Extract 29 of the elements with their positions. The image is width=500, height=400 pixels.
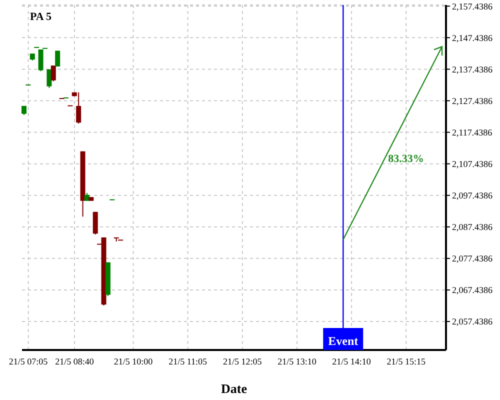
- x-tick-label: 21/5 13:10: [278, 356, 317, 366]
- y-tick-label: 2,057.4386: [452, 316, 493, 327]
- candlestick: [76, 92, 82, 124]
- y-tick-label: 2,067.4386: [452, 285, 493, 296]
- x-tick-label: 21/5 11:05: [168, 356, 208, 366]
- y-tick-label: 2,107.4386: [452, 159, 493, 170]
- candlestick: [46, 68, 52, 88]
- x-axis-title: Date: [221, 381, 248, 396]
- y-tick-label: 2,127.4386: [452, 96, 493, 106]
- y-tick-label: 2,147.4386: [452, 32, 493, 43]
- x-tick-label: 21/5 12:05: [223, 356, 262, 366]
- x-tick-label: 21/5 10:00: [114, 356, 154, 366]
- y-tick-label: 2,117.4386: [452, 127, 493, 138]
- y-tick-label: 2,077.4386: [452, 254, 493, 264]
- candlestick: [92, 211, 98, 236]
- x-tick-label: 21/5 14:10: [332, 356, 372, 366]
- text: PA 5: [30, 11, 52, 23]
- candlestick: [50, 65, 56, 82]
- candlestick: [38, 48, 44, 72]
- annotation: Event: [328, 334, 358, 348]
- y-tick-label: 2,157.4386: [452, 1, 493, 12]
- y-tick-label: 2,097.4386: [452, 190, 493, 201]
- y-tick-label: 2,137.4386: [452, 64, 493, 74]
- x-tick-label: 21/5 15:15: [386, 356, 426, 366]
- annotation: 83.33%: [388, 152, 424, 165]
- candlestick: [55, 50, 60, 67]
- y-tick-label: 2,087.4386: [452, 222, 493, 232]
- x-tick-label: 21/5 08:40: [55, 356, 94, 366]
- x-tick-label: 21/5 07:05: [8, 356, 48, 366]
